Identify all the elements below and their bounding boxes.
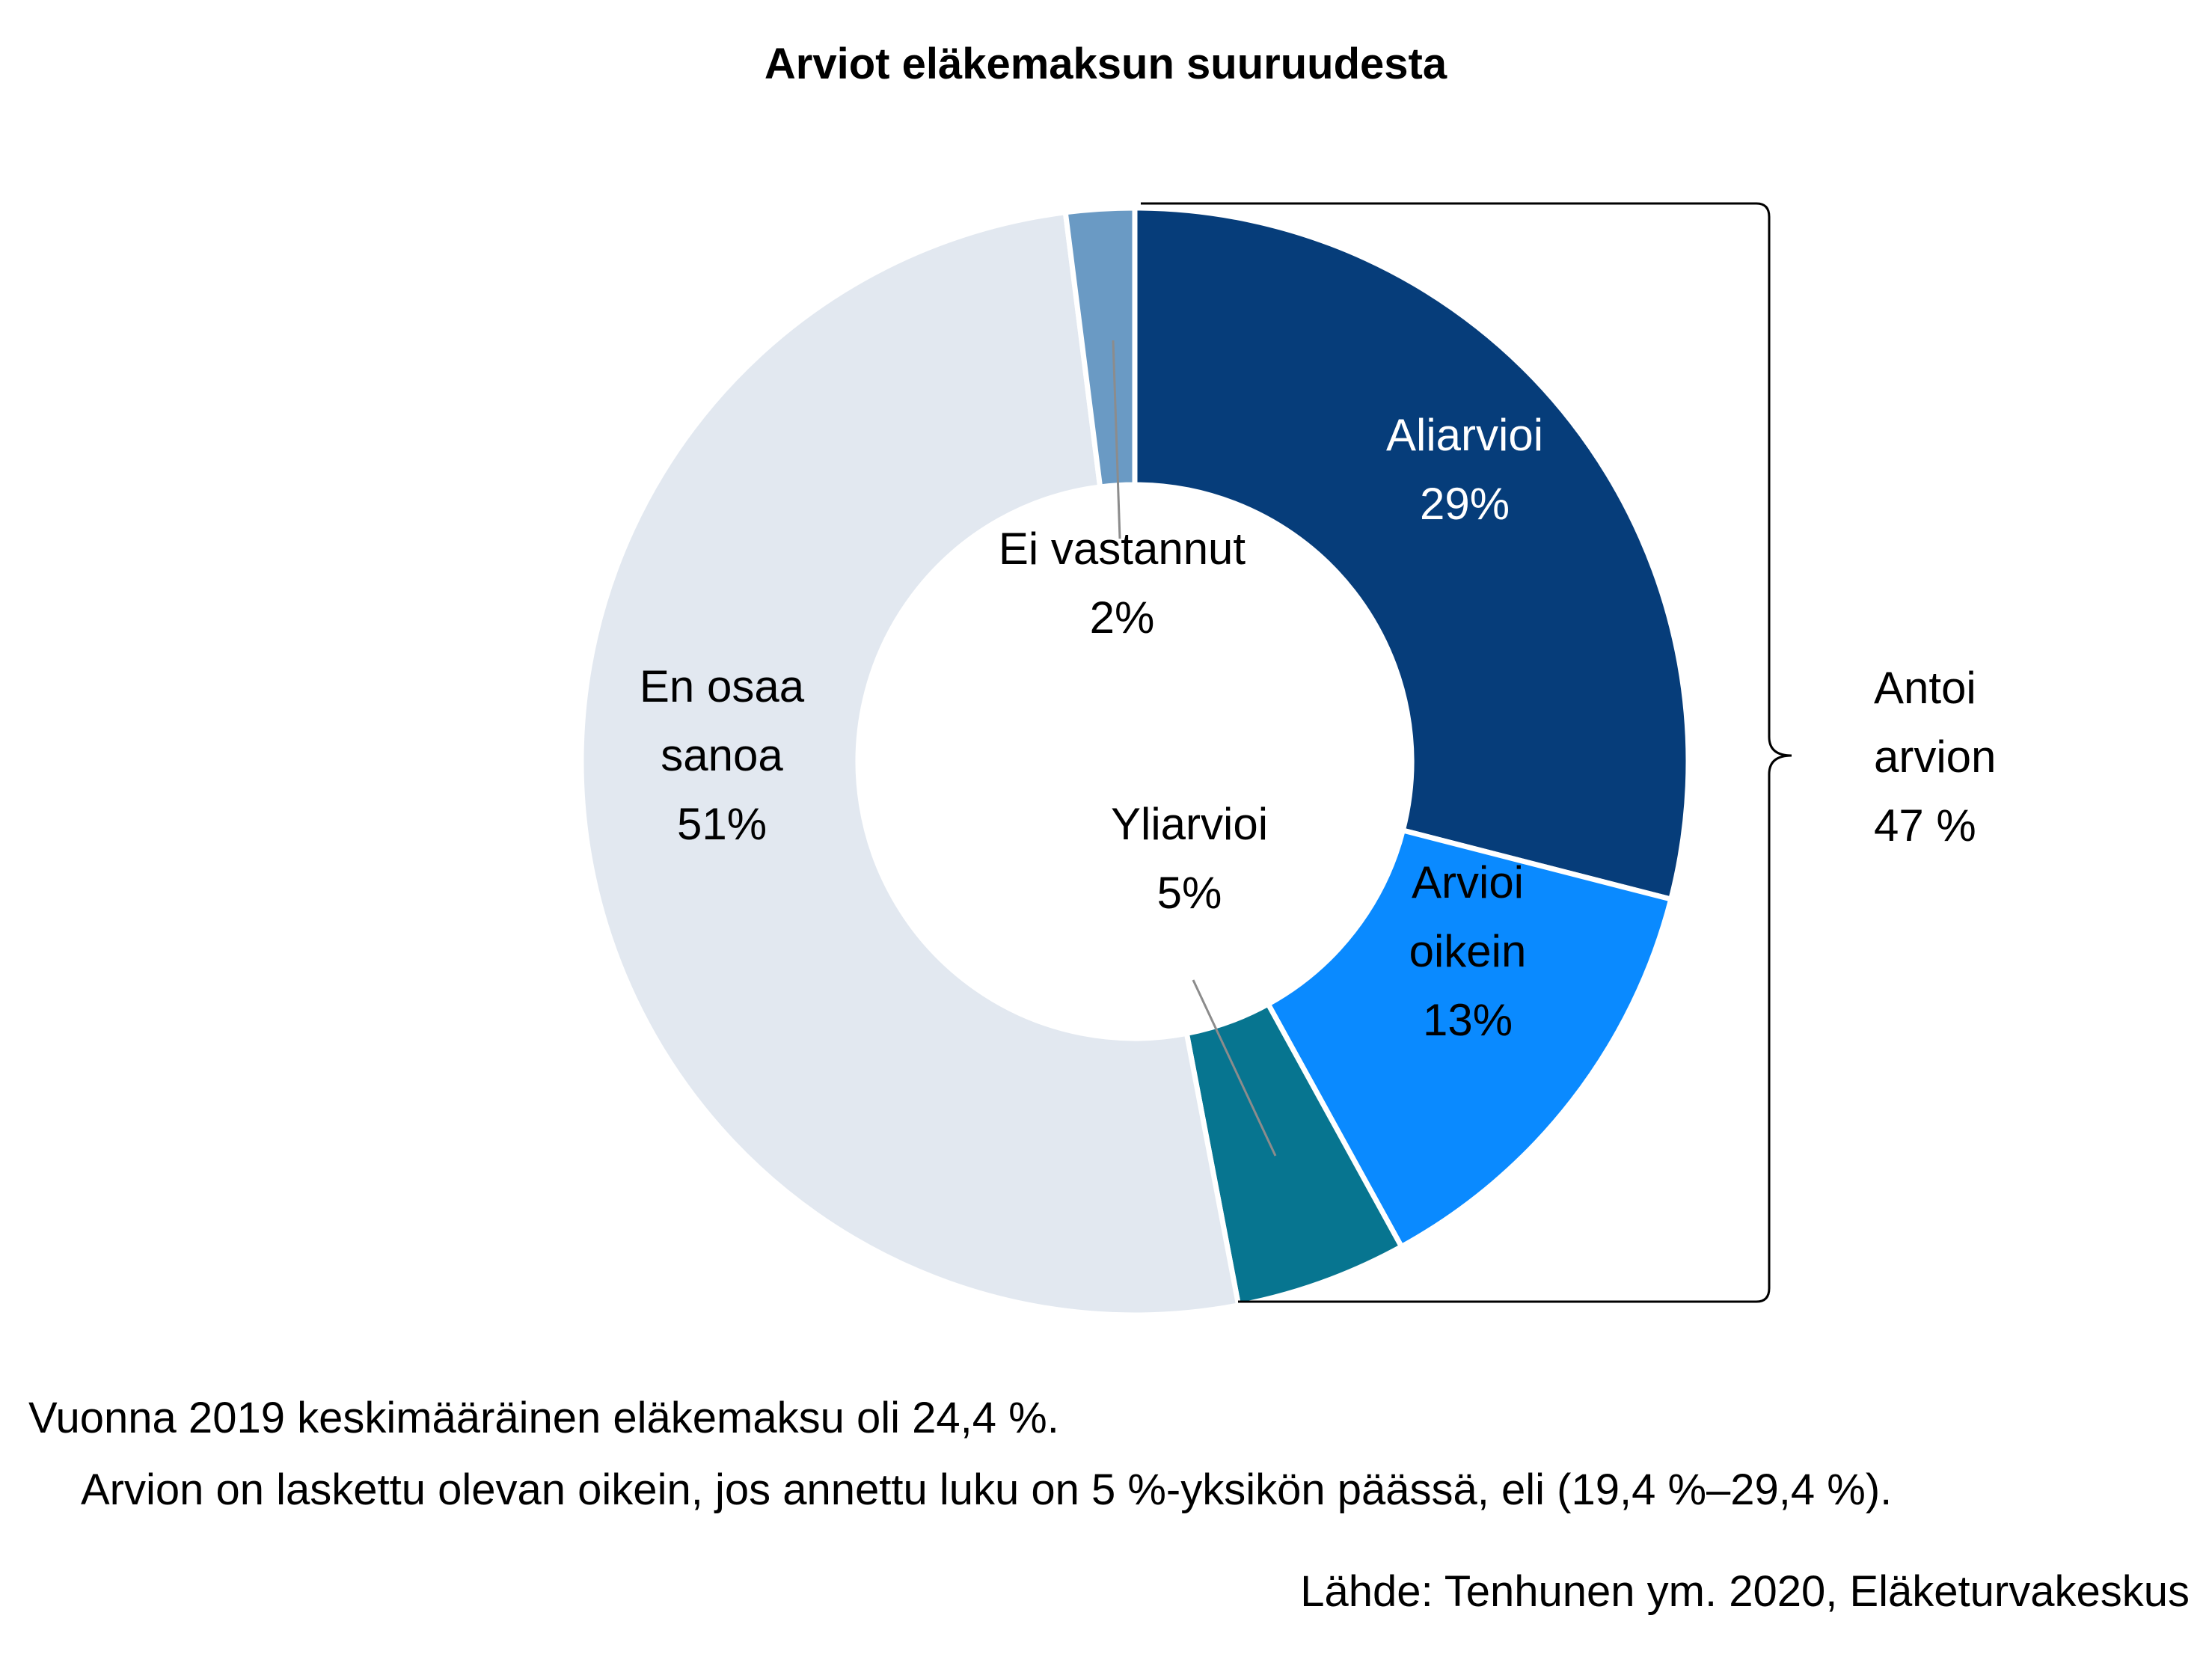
source-note: Lähde: Tenhunen ym. 2020, Eläketurvakesk… <box>1300 1567 2190 1616</box>
slice-label-0-line-1: 29% <box>1420 479 1510 529</box>
leader-lines <box>1112 340 1277 1157</box>
curly-bracket <box>1141 202 1792 1303</box>
slice-label-4-line-0: Ei vastannut <box>999 524 1246 574</box>
slice-label-3-line-2: 51% <box>677 799 767 849</box>
leader-line-ei-vastannut <box>1112 340 1121 539</box>
slice-label-3-line-0: En osaa <box>640 661 805 711</box>
slice-label-0-line-0: Aliarvioi <box>1386 410 1543 460</box>
bracket-label-line-2: 47 % <box>1874 800 1976 851</box>
slice-3 <box>578 209 1242 1318</box>
note-average-contribution: Vuonna 2019 keskimääräinen eläkemaksu ol… <box>28 1394 1059 1442</box>
slice-labels: Aliarvioi 29% Arvioi oikein 13% Yliarvioi 5% En… <box>640 410 1543 1045</box>
slice-label-4-line-1: 2% <box>1090 592 1155 643</box>
slice-label-1-line-0: Arvioi <box>1412 857 1524 907</box>
bracket-label-line-0: Antoi <box>1874 663 1976 713</box>
bracket-group: Antoi arvion 47 % <box>1141 202 1996 1303</box>
note-correct-definition: Arvion on laskettu olevan oikein, jos an… <box>81 1465 1893 1514</box>
slice-label-1-line-2: 13% <box>1423 995 1513 1045</box>
chart-title: Arviot eläkemaksun suuruudesta <box>765 40 1447 88</box>
bracket-label-line-1: arvion <box>1874 732 1996 782</box>
slice-label-3-line-1: sanoa <box>661 730 783 780</box>
slice-1 <box>1264 827 1675 1251</box>
slice-label-1-line-1: oikein <box>1409 926 1527 976</box>
slice-label-2-line-0: Yliarvioi <box>1111 799 1268 849</box>
slices-layer <box>578 205 1691 1318</box>
slice-label-2-line-1: 5% <box>1157 868 1222 918</box>
slice-0 <box>1132 205 1691 903</box>
leader-line-yliarvioi <box>1192 979 1277 1157</box>
slice-4 <box>1062 205 1138 490</box>
